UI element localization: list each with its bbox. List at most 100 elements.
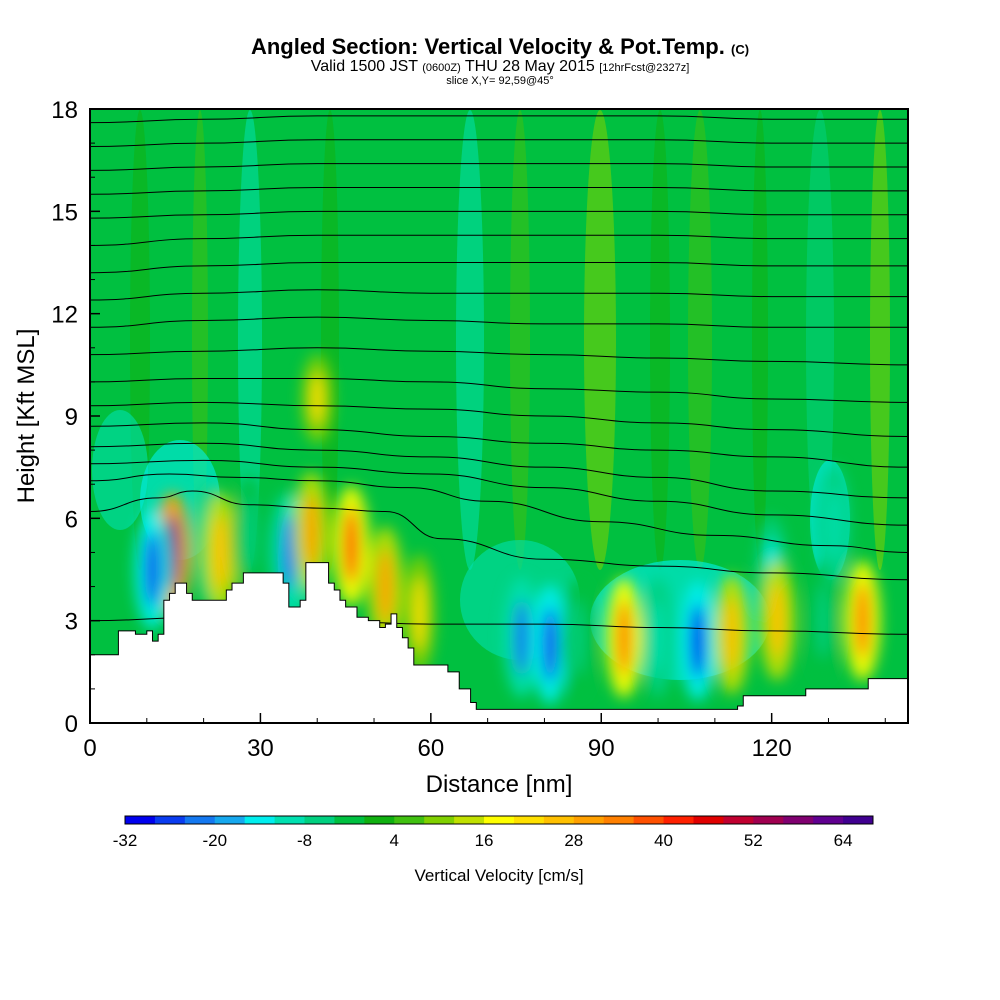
velocity-cell [616, 600, 632, 676]
colorbar-swatch [633, 816, 665, 824]
colorbar-swatch [573, 816, 605, 824]
texture-band [870, 110, 890, 570]
y-tick-label: 18 [51, 97, 78, 124]
colorbar-swatch [394, 816, 425, 824]
velocity-cell [311, 372, 324, 426]
texture-band [752, 110, 768, 570]
theta-contour [90, 347, 908, 366]
velocity-cell [281, 514, 297, 590]
velocity-cell [770, 583, 785, 659]
colorbar-tick-label: 40 [654, 831, 673, 850]
colorbar-swatch [753, 816, 784, 824]
valid-utc: (0600Z) [422, 62, 461, 74]
colorbar-tick-label: -32 [113, 831, 138, 850]
theta-contour [90, 139, 908, 148]
colorbar: -32 -20 -8 4 16 28 40 52 64 [113, 815, 874, 850]
colorbar-frame [124, 815, 874, 825]
y-tick-label: 12 [51, 302, 78, 329]
velocity-cell [413, 576, 426, 652]
y-tick-label: 9 [65, 404, 78, 431]
colorbar-tick-label: 52 [744, 831, 763, 850]
x-tick-label: 60 [417, 735, 444, 762]
colorbar-swatch [184, 816, 216, 824]
colorbar-swatch [334, 816, 365, 824]
theta-contours [90, 115, 908, 635]
velocity-cell [828, 487, 841, 563]
colorbar-swatch [843, 816, 874, 824]
colorbar-tick-label: -20 [202, 831, 227, 850]
y-tick-label: 0 [65, 711, 78, 738]
texture-band [510, 110, 530, 570]
velocity-cell [145, 532, 160, 607]
velocity-cell [243, 497, 256, 573]
texture-blob [92, 410, 148, 530]
colorbar-swatch [274, 816, 306, 824]
colorbar-swatch [154, 816, 186, 824]
theta-contour [90, 442, 908, 499]
colorbar-swatch [364, 816, 395, 824]
colorbar-label: Vertical Velocity [cm/s] [414, 866, 583, 885]
colorbar-swatch [603, 816, 635, 824]
colorbar-swatch [484, 816, 515, 824]
colorbar-swatch [543, 816, 575, 824]
theta-contour [90, 289, 908, 301]
axes: 0 30 60 90 120 0 3 6 9 12 15 18 [51, 97, 886, 762]
texture-band [806, 110, 834, 570]
chart-title-block: Angled Section: Vertical Velocity & Pot.… [0, 36, 1000, 87]
velocity-cell [304, 494, 319, 570]
y-tick-label: 15 [51, 199, 78, 226]
chart-valid-time: Valid 1500 JST (0600Z) THU 28 May 2015 [… [0, 59, 1000, 75]
valid-prefix: Valid 1500 JST [310, 58, 418, 75]
theta-contour [90, 115, 908, 124]
x-tick-label: 30 [247, 735, 274, 762]
velocity-cell [344, 508, 359, 584]
velocity-cells [134, 353, 881, 705]
velocity-cell [378, 549, 393, 625]
plot-area [90, 109, 908, 723]
colorbar-swatch [813, 816, 844, 824]
slice-info: slice X,Y= 92,59@45° [446, 75, 554, 87]
theta-contour [90, 163, 908, 171]
velocity-cell [855, 583, 870, 659]
x-tick-label: 90 [588, 735, 615, 762]
texture-band [584, 110, 616, 570]
colorbar-tick-label: 4 [390, 831, 399, 850]
theta-contour [90, 377, 908, 403]
colorbar-swatch [125, 816, 156, 824]
theta-contour [90, 261, 908, 274]
theta-contour [90, 473, 908, 553]
theta-contour [90, 316, 908, 328]
chart-title-unit: (C) [731, 42, 750, 57]
theta-contour [90, 422, 908, 468]
theta-contour [90, 459, 908, 526]
texture-band [238, 110, 262, 570]
chart-title: Angled Section: Vertical Velocity & Pot.… [0, 36, 1000, 58]
colorbar-swatch [693, 816, 724, 824]
theta-contour [90, 210, 908, 219]
colorbar-swatch [244, 816, 276, 824]
texture-band [321, 110, 339, 570]
texture-band [456, 110, 484, 570]
colorbar-swatch [214, 816, 246, 824]
velocity-cell [572, 600, 585, 676]
colorbar-swatch [663, 816, 694, 824]
theta-contour [90, 234, 908, 246]
colorbar-swatch [304, 816, 335, 824]
colorbar-tick-label: 28 [564, 831, 583, 850]
theta-contour [90, 490, 908, 581]
colorbar-swatch [424, 816, 455, 824]
texture-band [650, 110, 670, 570]
velocity-cell [514, 600, 529, 676]
colorbar-swatch [454, 816, 485, 824]
x-tick-label: 0 [83, 735, 96, 762]
chart-title-text: Angled Section: Vertical Velocity & Pot.… [250, 34, 725, 59]
colorbar-swatch [513, 816, 545, 824]
x-axis-label: Distance [nm] [426, 771, 573, 798]
y-axis-label: Height [Kft MSL] [13, 329, 40, 504]
velocity-cell [542, 607, 558, 683]
y-tick-label: 6 [65, 506, 78, 533]
velocity-cell [213, 514, 228, 590]
colorbar-swatch [783, 816, 814, 824]
y-tick-label: 3 [65, 609, 78, 636]
